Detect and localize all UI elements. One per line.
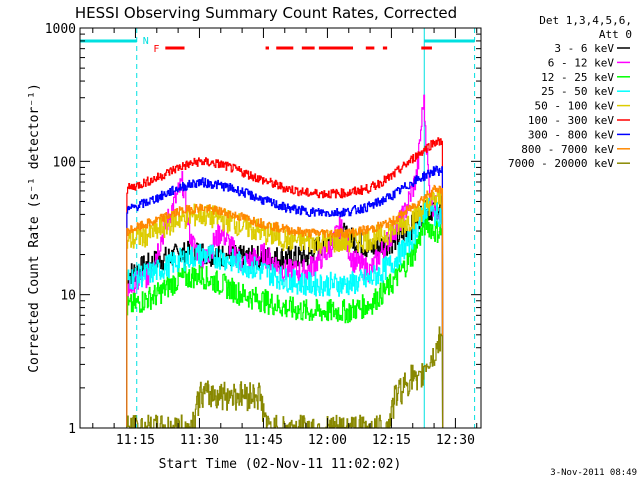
x-tick-label-3: 12:00: [308, 433, 347, 448]
series-line-1: [126, 94, 444, 429]
legend-header-line-2: Att 0: [599, 28, 632, 41]
plot-frame: [79, 27, 482, 429]
y-tick-label-3: 1000: [45, 22, 76, 37]
series-line-5: [126, 137, 444, 429]
series-line-7: [126, 184, 444, 429]
series-line-6: [126, 165, 444, 429]
x-tick-label-0: 11:15: [116, 433, 155, 448]
series-line-8: [126, 326, 444, 429]
legend-label-1: 6 - 12 keV: [548, 56, 615, 69]
y-tick-label-2: 100: [53, 155, 76, 170]
series-line-2: [126, 211, 444, 429]
legend-label-0: 3 - 6 keV: [554, 42, 614, 55]
x-tick-label-4: 12:15: [372, 433, 411, 448]
x-tick-label-5: 12:30: [436, 433, 475, 448]
legend-label-7: 800 - 7000 keV: [521, 143, 614, 156]
y-axis-label: Corrected Count Rate (s⁻¹ detector⁻¹): [27, 83, 42, 373]
x-tick-label-2: 11:45: [244, 433, 283, 448]
legend-label-6: 300 - 800 keV: [528, 128, 614, 141]
series-line-3: [126, 197, 444, 429]
legend-label-8: 7000 - 20000 keV: [508, 157, 614, 170]
series-line-4: [126, 189, 444, 429]
x-axis-label: Start Time (02-Nov-11 11:02:02): [159, 457, 402, 472]
legend-label-5: 100 - 300 keV: [528, 114, 614, 127]
legend-label-4: 50 - 100 keV: [535, 100, 615, 113]
flare-flag-label: F: [153, 44, 159, 55]
plot-area: NF: [79, 28, 476, 429]
footer-date: 3-Nov-2011 08:49: [550, 468, 637, 478]
legend-header-line-1: Det 1,3,4,5,6,: [539, 14, 632, 27]
y-tick-label-1: 10: [60, 289, 76, 304]
legend-label-3: 25 - 50 keV: [541, 85, 614, 98]
y-tick-label-0: 1: [68, 422, 76, 437]
night-flag-label: N: [143, 36, 149, 47]
legend-label-2: 12 - 25 keV: [541, 71, 614, 84]
x-axis: 11:15 11:30 11:45 12:00 12:15 12:30: [92, 28, 478, 448]
x-tick-label-1: 11:30: [180, 433, 219, 448]
chart-title: HESSI Observing Summary Count Rates, Cor…: [75, 4, 457, 22]
y-axis: 1 10 100 1000: [45, 22, 481, 437]
